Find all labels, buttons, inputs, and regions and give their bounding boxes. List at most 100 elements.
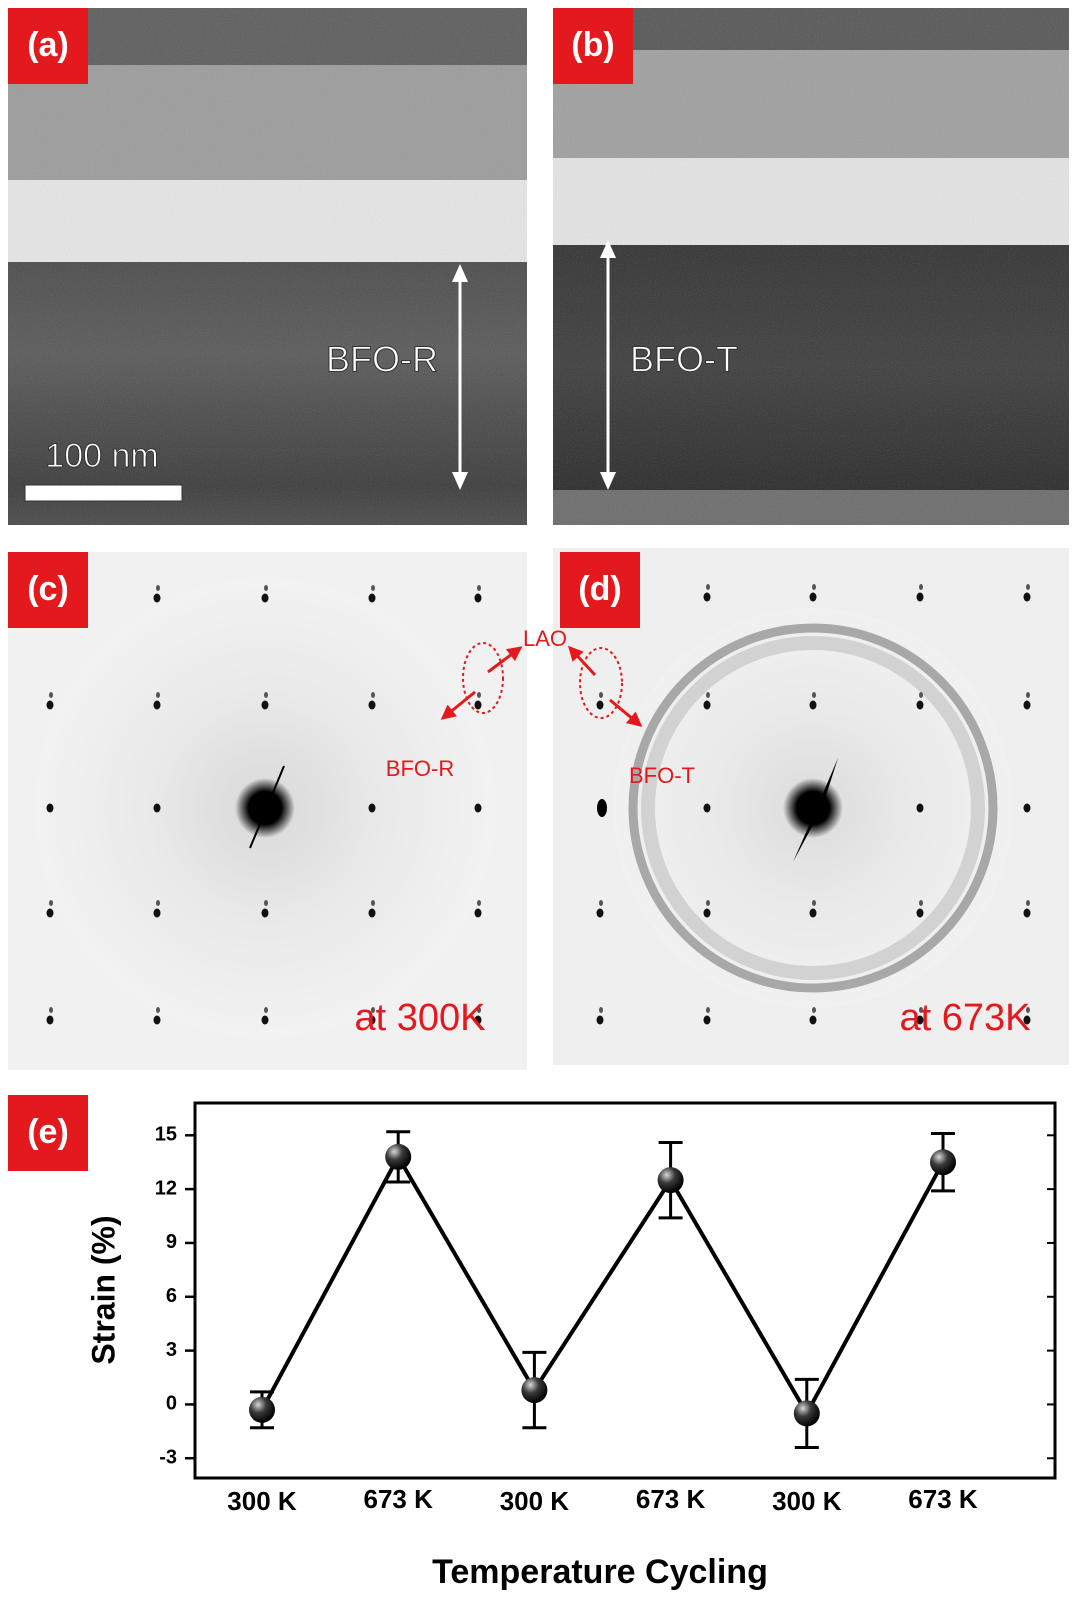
panel-b: BFO-T (b) xyxy=(553,8,1069,525)
panel-e: (e) Strain (%) Temperature Cycling -3036… xyxy=(8,1095,1055,1591)
spot xyxy=(599,1007,603,1013)
spot xyxy=(49,692,53,698)
data-point xyxy=(249,1397,275,1423)
spot xyxy=(597,799,607,817)
annotation: BFO-T xyxy=(629,763,695,788)
scale-label: 100 nm xyxy=(45,437,158,475)
spot xyxy=(475,804,482,813)
central-spot xyxy=(235,778,295,838)
spot xyxy=(156,692,160,698)
spot xyxy=(917,909,924,918)
temperature: at 300K xyxy=(355,997,486,1039)
figure: BFO-R 100 nm (a) BFO-T (b) (c) (d) at 30… xyxy=(0,0,1089,1598)
spot xyxy=(369,701,376,710)
spot xyxy=(371,585,375,591)
y-tick-label: 6 xyxy=(166,1285,177,1307)
spot xyxy=(1026,692,1030,698)
spot xyxy=(156,900,160,906)
spot xyxy=(706,692,710,698)
central-spot xyxy=(783,778,843,838)
spot xyxy=(706,900,710,906)
spot xyxy=(369,594,376,603)
data-point xyxy=(930,1149,956,1175)
spot xyxy=(371,692,375,698)
spot xyxy=(154,594,161,603)
spot xyxy=(154,804,161,813)
spot xyxy=(264,585,268,591)
spot xyxy=(812,584,816,590)
spot xyxy=(262,1016,269,1025)
panel-label: (a) xyxy=(27,26,69,64)
panel-label: (b) xyxy=(571,26,614,64)
spot xyxy=(810,701,817,710)
spot xyxy=(477,900,481,906)
spot xyxy=(369,804,376,813)
spot xyxy=(47,909,54,918)
spot xyxy=(371,900,375,906)
x-tick-label: 673 K xyxy=(364,1484,434,1514)
spot xyxy=(475,594,482,603)
spot xyxy=(262,701,269,710)
spot xyxy=(477,585,481,591)
spot xyxy=(704,701,711,710)
spot xyxy=(599,692,603,698)
spot xyxy=(1026,584,1030,590)
spot xyxy=(47,1016,54,1025)
spot xyxy=(597,909,604,918)
spot xyxy=(264,692,268,698)
y-tick-label: 0 xyxy=(166,1393,177,1415)
panel-a: BFO-R 100 nm (a) xyxy=(8,8,527,525)
spot xyxy=(597,701,604,710)
spot xyxy=(154,909,161,918)
texture xyxy=(553,8,1069,525)
x-tick-label: 300 K xyxy=(772,1486,842,1516)
spot xyxy=(810,593,817,602)
y-axis-label: Strain (%) xyxy=(85,1215,121,1364)
data-point xyxy=(385,1144,411,1170)
x-tick-label: 673 K xyxy=(636,1484,706,1514)
panel-label: (e) xyxy=(27,1113,69,1151)
spot xyxy=(919,900,923,906)
spot xyxy=(597,1016,604,1025)
spot xyxy=(1024,593,1031,602)
data-point xyxy=(521,1377,547,1403)
spot xyxy=(1024,701,1031,710)
spot xyxy=(810,909,817,918)
spot xyxy=(156,1007,160,1013)
data-point xyxy=(658,1167,684,1193)
spot xyxy=(1026,900,1030,906)
spot xyxy=(704,909,711,918)
spot xyxy=(477,692,481,698)
scale-bar xyxy=(25,485,182,501)
annotation: BFO-T xyxy=(630,339,738,380)
y-tick-label: 15 xyxy=(155,1124,177,1146)
spot xyxy=(154,1016,161,1025)
spot xyxy=(917,804,924,813)
spot xyxy=(704,593,711,602)
spot xyxy=(812,1007,816,1013)
spot xyxy=(917,593,924,602)
spot xyxy=(264,1007,268,1013)
spot xyxy=(49,900,53,906)
y-tick-label: -3 xyxy=(159,1447,177,1469)
spot xyxy=(599,900,603,906)
spot xyxy=(154,701,161,710)
spot xyxy=(156,585,160,591)
spot xyxy=(262,909,269,918)
data-point xyxy=(794,1400,820,1426)
spot xyxy=(812,692,816,698)
spot xyxy=(1024,804,1031,813)
spot xyxy=(1024,909,1031,918)
spot xyxy=(704,804,711,813)
x-tick-label: 300 K xyxy=(500,1486,570,1516)
spot xyxy=(262,594,269,603)
panel-label: (d) xyxy=(578,570,621,608)
temperature: at 673K xyxy=(900,997,1031,1039)
x-axis-label: Temperature Cycling xyxy=(432,1553,768,1591)
spot xyxy=(919,584,923,590)
panel-c xyxy=(8,552,527,1070)
annotation: BFO-R xyxy=(326,339,438,380)
spot xyxy=(264,900,268,906)
spot xyxy=(369,909,376,918)
annotation: LAO xyxy=(523,626,567,651)
